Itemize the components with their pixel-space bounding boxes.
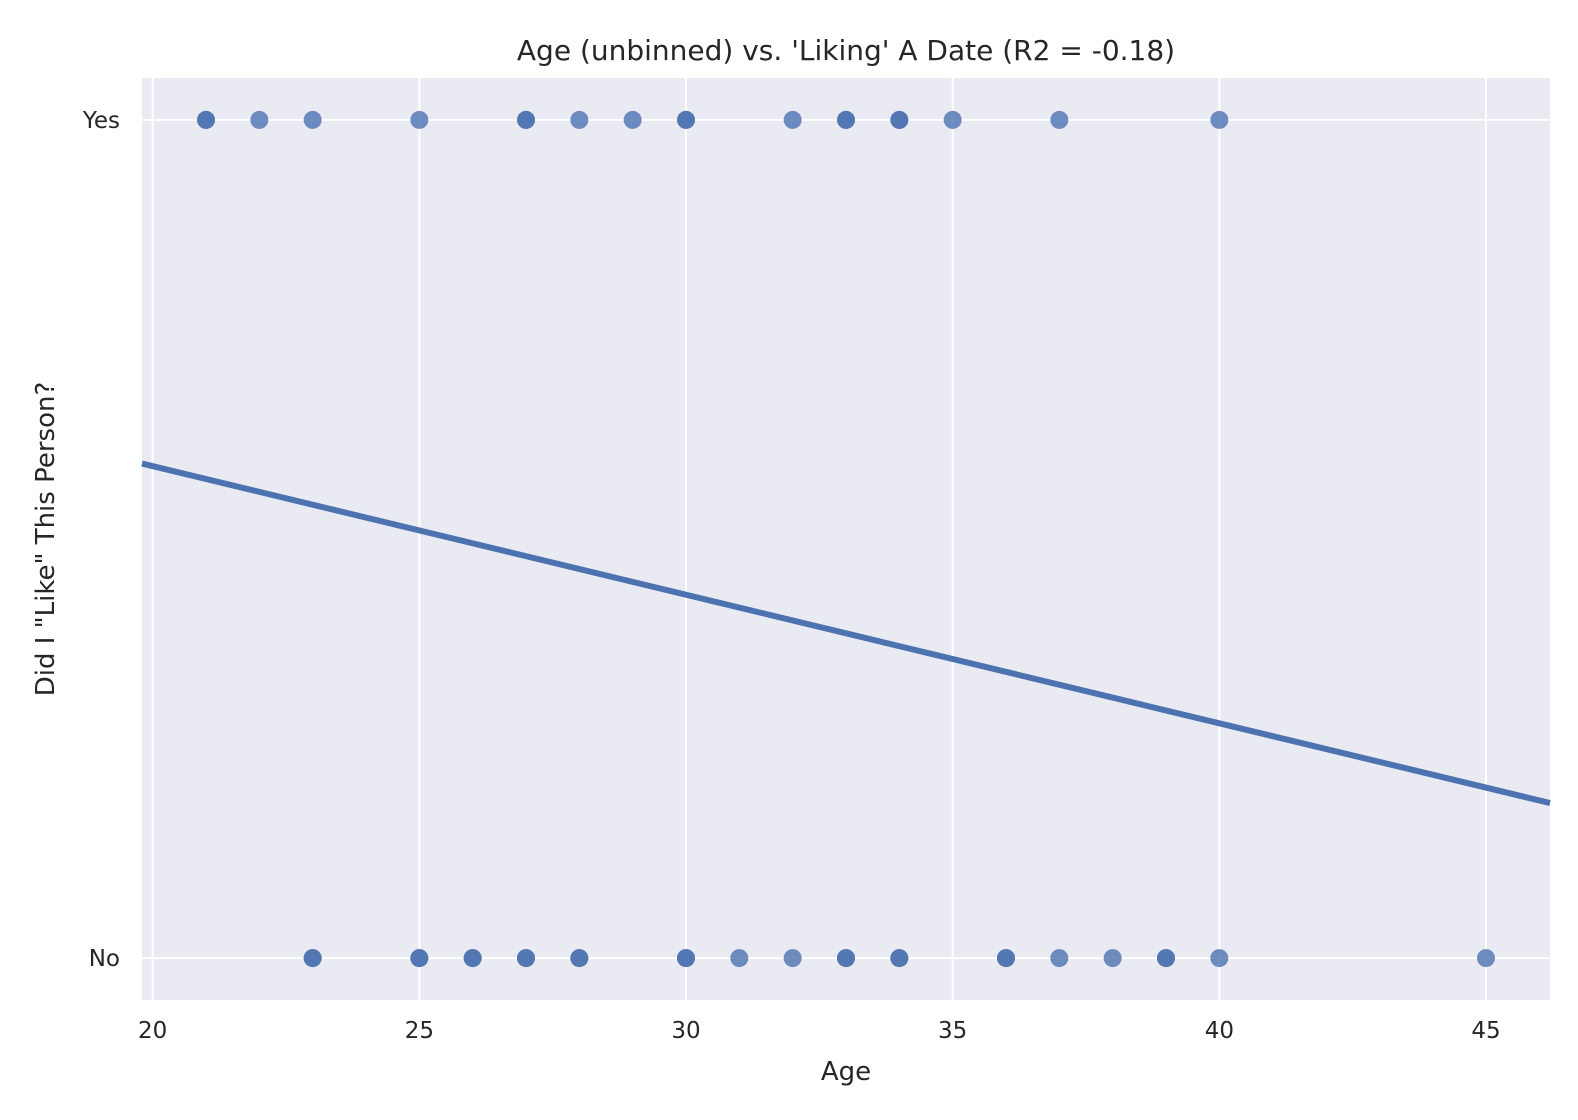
data-point	[837, 949, 855, 968]
data-points	[197, 110, 1495, 968]
data-point	[517, 110, 535, 129]
data-point	[1050, 949, 1069, 968]
data-point	[303, 949, 322, 968]
data-point	[1103, 949, 1122, 968]
data-point	[997, 949, 1015, 968]
data-point	[303, 110, 322, 129]
data-point	[410, 949, 429, 968]
data-point	[837, 110, 855, 129]
y-tick-label: Yes	[82, 108, 120, 134]
y-axis-ticks: No Yes	[82, 108, 120, 972]
x-tick-label: 25	[405, 1018, 434, 1044]
data-point	[1157, 949, 1175, 968]
x-tick-label: 35	[938, 1018, 967, 1044]
data-point	[677, 110, 695, 129]
data-point	[1210, 110, 1229, 129]
regression-line	[141, 460, 1551, 806]
data-point	[783, 949, 802, 968]
regression-line-layer	[141, 460, 1551, 806]
data-point	[570, 949, 589, 968]
chart-title: Age (unbinned) vs. 'Liking' A Date (R2 =…	[517, 34, 1175, 67]
x-tick-label: 45	[1471, 1018, 1500, 1044]
y-tick-label: No	[89, 946, 120, 972]
data-point	[517, 949, 535, 968]
data-point	[250, 110, 269, 129]
data-point	[677, 949, 695, 968]
y-axis-label: Did I "Like" This Person?	[31, 382, 61, 697]
data-point	[1050, 110, 1069, 129]
x-tick-label: 30	[671, 1018, 700, 1044]
plot-area	[142, 78, 1550, 1000]
data-point	[730, 949, 749, 968]
data-point	[783, 110, 802, 129]
data-point	[623, 110, 642, 129]
data-point	[463, 949, 482, 968]
x-tick-label: 40	[1205, 1018, 1234, 1044]
data-point	[890, 110, 909, 129]
data-point	[943, 110, 962, 129]
x-axis-label: Age	[821, 1057, 871, 1087]
data-point	[410, 110, 429, 129]
data-point	[197, 110, 215, 129]
x-axis-ticks: 20 25 30 35 40 45	[138, 1018, 1501, 1044]
x-tick-label: 20	[138, 1018, 167, 1044]
data-point	[570, 110, 589, 129]
data-point	[1477, 949, 1495, 968]
data-point	[890, 949, 909, 968]
data-point	[1210, 949, 1229, 968]
